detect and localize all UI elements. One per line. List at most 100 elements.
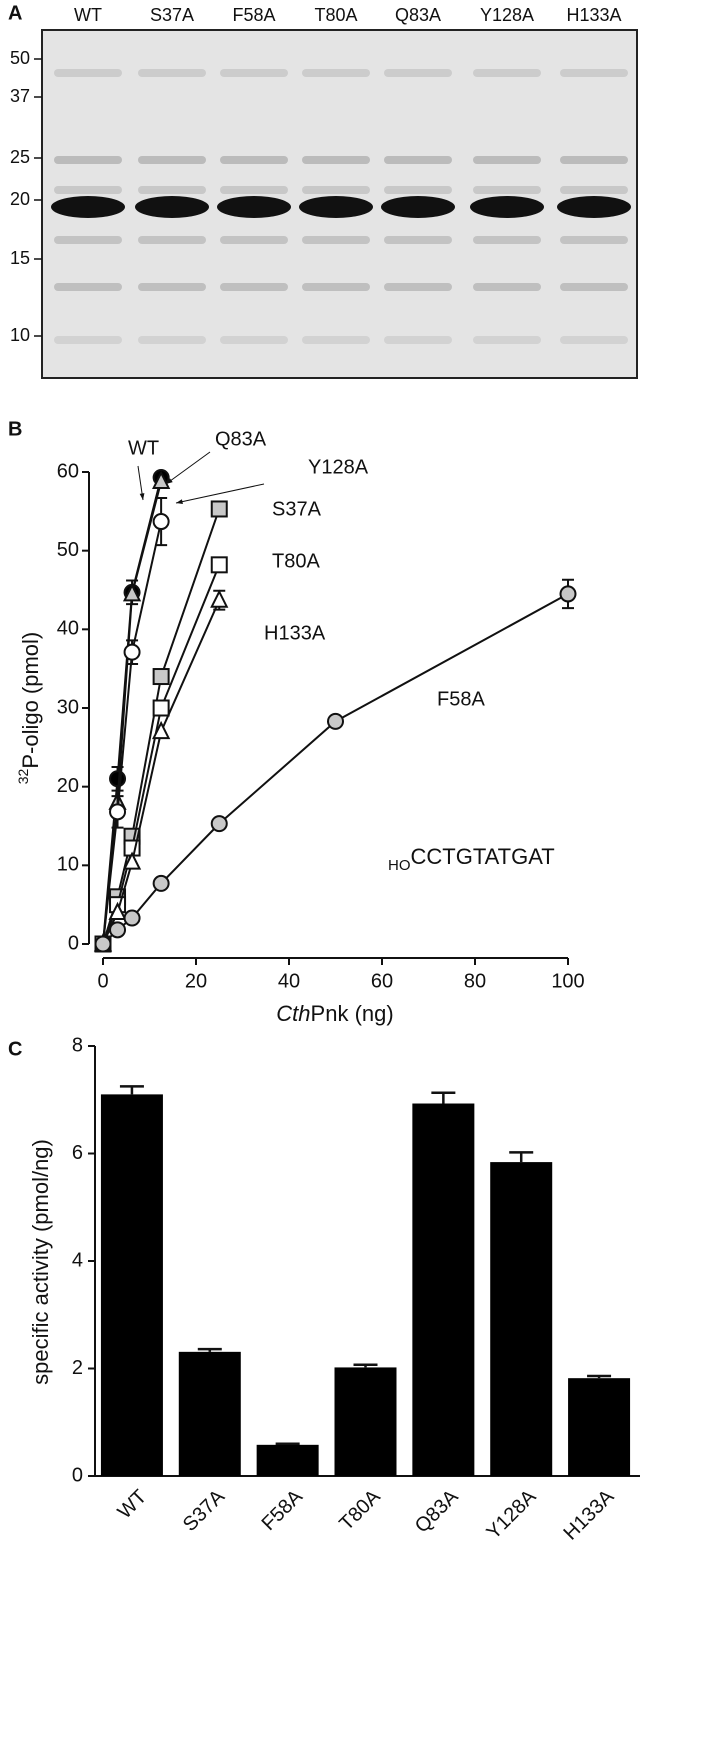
gel-band bbox=[302, 336, 370, 344]
x-tick-label: Y128A bbox=[482, 1485, 540, 1543]
gel-band bbox=[138, 236, 206, 244]
x-axis-label: CthPnk (ng) bbox=[276, 1001, 393, 1026]
gel-band bbox=[54, 69, 122, 77]
gel-band bbox=[384, 156, 452, 164]
lane-label: F58A bbox=[232, 5, 275, 25]
y-tick-label: 40 bbox=[57, 618, 79, 640]
gel-band bbox=[560, 236, 628, 244]
error-bar bbox=[431, 1091, 456, 1104]
y-axis-label: 32P-oligo (pmol) bbox=[15, 632, 43, 785]
gel-band bbox=[557, 196, 631, 218]
gel-band bbox=[54, 336, 122, 344]
error-bar bbox=[197, 1347, 222, 1352]
lane-label: S37A bbox=[150, 5, 194, 25]
series-line bbox=[102, 481, 163, 945]
bar bbox=[256, 1444, 319, 1476]
gel-band bbox=[384, 283, 452, 291]
y-tick-label: 8 bbox=[72, 1034, 83, 1056]
series-label: H133A bbox=[264, 622, 326, 644]
gel-band bbox=[54, 236, 122, 244]
series-label: F58A bbox=[437, 688, 485, 710]
gel-band bbox=[560, 336, 628, 344]
gel-band bbox=[473, 283, 541, 291]
gel-band bbox=[384, 336, 452, 344]
x-tick-label: WT bbox=[114, 1486, 152, 1524]
gel-band bbox=[473, 336, 541, 344]
x-tick-label: 100 bbox=[551, 970, 584, 992]
gel-band bbox=[473, 156, 541, 164]
gel-band bbox=[473, 69, 541, 77]
y-tick-label: 0 bbox=[68, 932, 79, 954]
gel-band bbox=[220, 283, 288, 291]
point bbox=[152, 699, 170, 717]
error-bar bbox=[275, 1442, 300, 1445]
series-line bbox=[102, 477, 163, 945]
label-arrow bbox=[165, 451, 211, 485]
error-bar bbox=[509, 1151, 534, 1163]
gel-band bbox=[560, 156, 628, 164]
point bbox=[123, 909, 141, 927]
point bbox=[109, 770, 127, 788]
point bbox=[327, 712, 344, 730]
point bbox=[122, 851, 142, 870]
panel-label: C bbox=[8, 1038, 22, 1060]
error-bar bbox=[353, 1363, 378, 1368]
x-tick-label: T80A bbox=[335, 1485, 385, 1535]
series-label: WT bbox=[128, 437, 159, 459]
point bbox=[94, 935, 112, 953]
point bbox=[122, 583, 142, 602]
annotation: HOCCTGTATGAT bbox=[388, 844, 555, 875]
series-label: T80A bbox=[272, 550, 320, 572]
gel-band bbox=[473, 236, 541, 244]
lane-label: Y128A bbox=[480, 5, 534, 25]
point bbox=[152, 513, 170, 531]
series-label: Q83A bbox=[215, 428, 267, 450]
gel-band bbox=[138, 283, 206, 291]
label-arrowhead bbox=[176, 499, 183, 504]
series-label: Y128A bbox=[308, 456, 369, 478]
lane-label: T80A bbox=[314, 5, 357, 25]
gel-band bbox=[138, 186, 206, 194]
series-line bbox=[102, 521, 163, 945]
y-tick-label: 2 bbox=[72, 1357, 83, 1379]
x-tick-label: H133A bbox=[560, 1485, 619, 1544]
bar bbox=[334, 1367, 397, 1476]
gel-band bbox=[54, 186, 122, 194]
gel-band bbox=[51, 196, 125, 218]
label-arrowhead bbox=[166, 478, 173, 484]
marker-label: 37 bbox=[10, 86, 30, 106]
point bbox=[210, 815, 228, 833]
x-tick-label: 40 bbox=[278, 970, 300, 992]
point bbox=[210, 556, 228, 574]
gel-band bbox=[217, 196, 291, 218]
x-tick-label: Q83A bbox=[411, 1485, 463, 1537]
gel-band bbox=[54, 283, 122, 291]
gel-band bbox=[302, 283, 370, 291]
point bbox=[152, 668, 170, 686]
gel-band bbox=[560, 186, 628, 194]
gel-band bbox=[138, 156, 206, 164]
gel-band bbox=[384, 186, 452, 194]
gel-band bbox=[138, 69, 206, 77]
y-tick-label: 0 bbox=[72, 1464, 83, 1486]
x-tick-label: 80 bbox=[464, 970, 486, 992]
lane-label: WT bbox=[74, 5, 102, 25]
gel-band bbox=[381, 196, 455, 218]
bar bbox=[178, 1351, 241, 1476]
gel-band bbox=[220, 236, 288, 244]
y-tick-label: 6 bbox=[72, 1142, 83, 1164]
bar bbox=[412, 1103, 475, 1476]
y-tick-label: 10 bbox=[57, 854, 79, 876]
point bbox=[108, 901, 127, 921]
y-tick-label: 4 bbox=[72, 1249, 83, 1271]
x-tick-label: 20 bbox=[185, 970, 207, 992]
label-arrow bbox=[175, 483, 265, 504]
bar bbox=[100, 1094, 163, 1476]
point bbox=[210, 500, 228, 518]
gel-band bbox=[220, 69, 288, 77]
marker-label: 10 bbox=[10, 325, 30, 345]
gel-band bbox=[220, 156, 288, 164]
gel-band bbox=[560, 69, 628, 77]
marker-label: 15 bbox=[10, 248, 30, 268]
